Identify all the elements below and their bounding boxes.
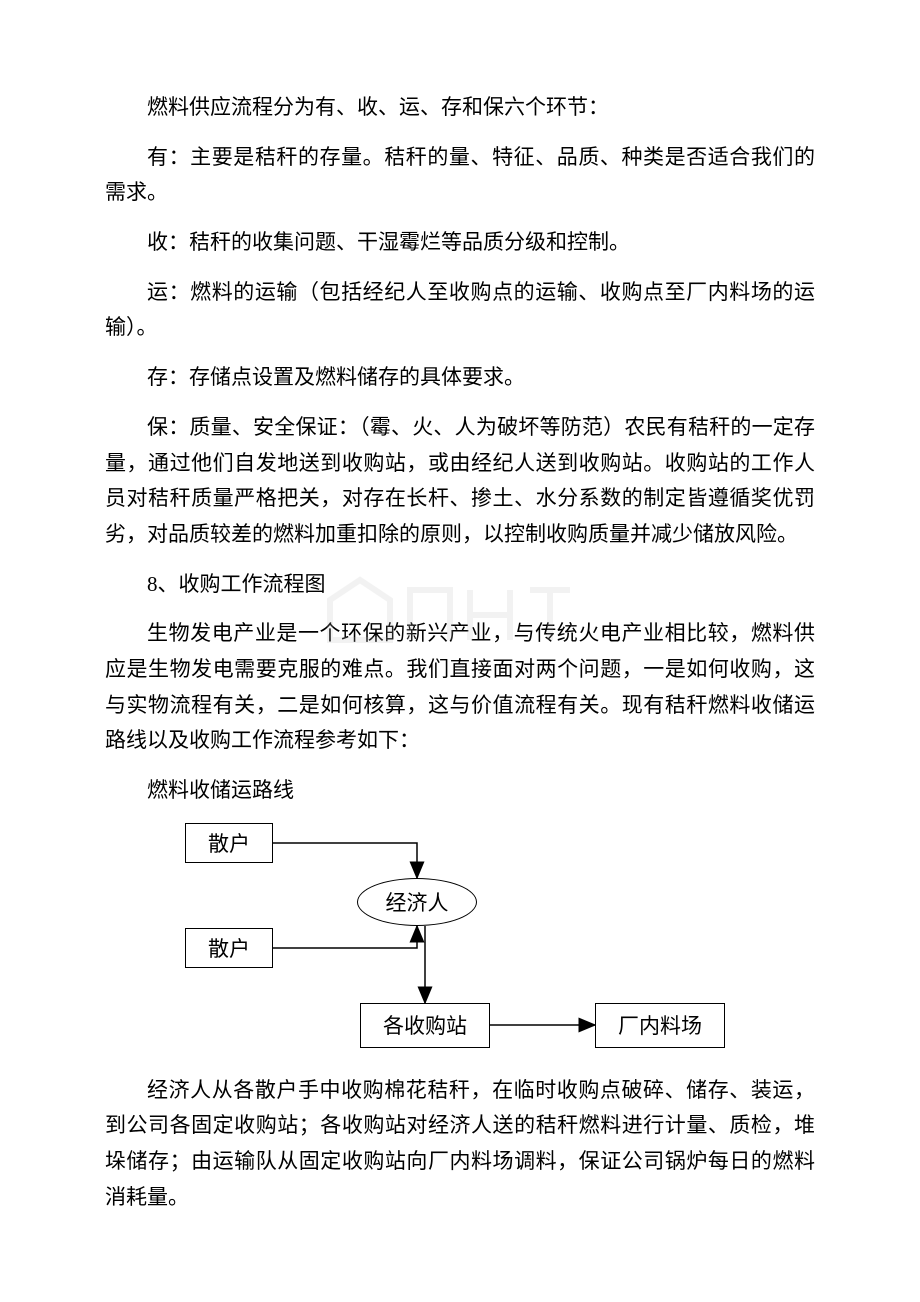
edge-sanhu2-jingjiren xyxy=(273,926,417,948)
paragraph: 燃料收储运路线 xyxy=(105,773,815,809)
edge-sanhu1-jingjiren xyxy=(273,843,417,878)
paragraph: 燃料供应流程分为有、收、运、存和保六个环节： xyxy=(105,90,815,126)
paragraph: 经济人从各散户手中收购棉花秸秆，在临时收购点破碎、储存、装运，到公司各固定收购站… xyxy=(105,1073,815,1216)
paragraph: 运：燃料的运输（包括经纪人至收购点的运输、收购点至厂内料场的运输）。 xyxy=(105,275,815,346)
paragraph: 保：质量、安全保证：（霉、火、人为破坏等防范）农民有秸秆的一定存量，通过他们自发… xyxy=(105,410,815,553)
paragraph: 收：秸秆的收集问题、干湿霉烂等品质分级和控制。 xyxy=(105,225,815,261)
paragraph: 有：主要是秸秆的存量。秸秆的量、特征、品质、种类是否适合我们的需求。 xyxy=(105,140,815,211)
flowchart-diagram: 散户 散户 经济人 各收购站 厂内料场 xyxy=(105,823,815,1053)
node-sanhu2: 散户 xyxy=(185,928,273,968)
node-label: 经济人 xyxy=(386,887,449,917)
node-label: 厂内料场 xyxy=(618,1010,702,1040)
node-label: 散户 xyxy=(208,828,250,858)
node-changnei: 厂内料场 xyxy=(595,1003,725,1048)
node-sanhu1: 散户 xyxy=(185,823,273,863)
node-label: 散户 xyxy=(208,933,250,963)
paragraph: 生物发电产业是一个环保的新兴产业，与传统火电产业相比较，燃料供应是生物发电需要克… xyxy=(105,616,815,759)
node-label: 各收购站 xyxy=(383,1010,467,1040)
paragraph: 存：存储点设置及燃料储存的具体要求。 xyxy=(105,360,815,396)
section-heading: 8、收购工作流程图 xyxy=(105,567,815,603)
node-jingjiren: 经济人 xyxy=(357,878,477,926)
node-shougou: 各收购站 xyxy=(360,1003,490,1048)
